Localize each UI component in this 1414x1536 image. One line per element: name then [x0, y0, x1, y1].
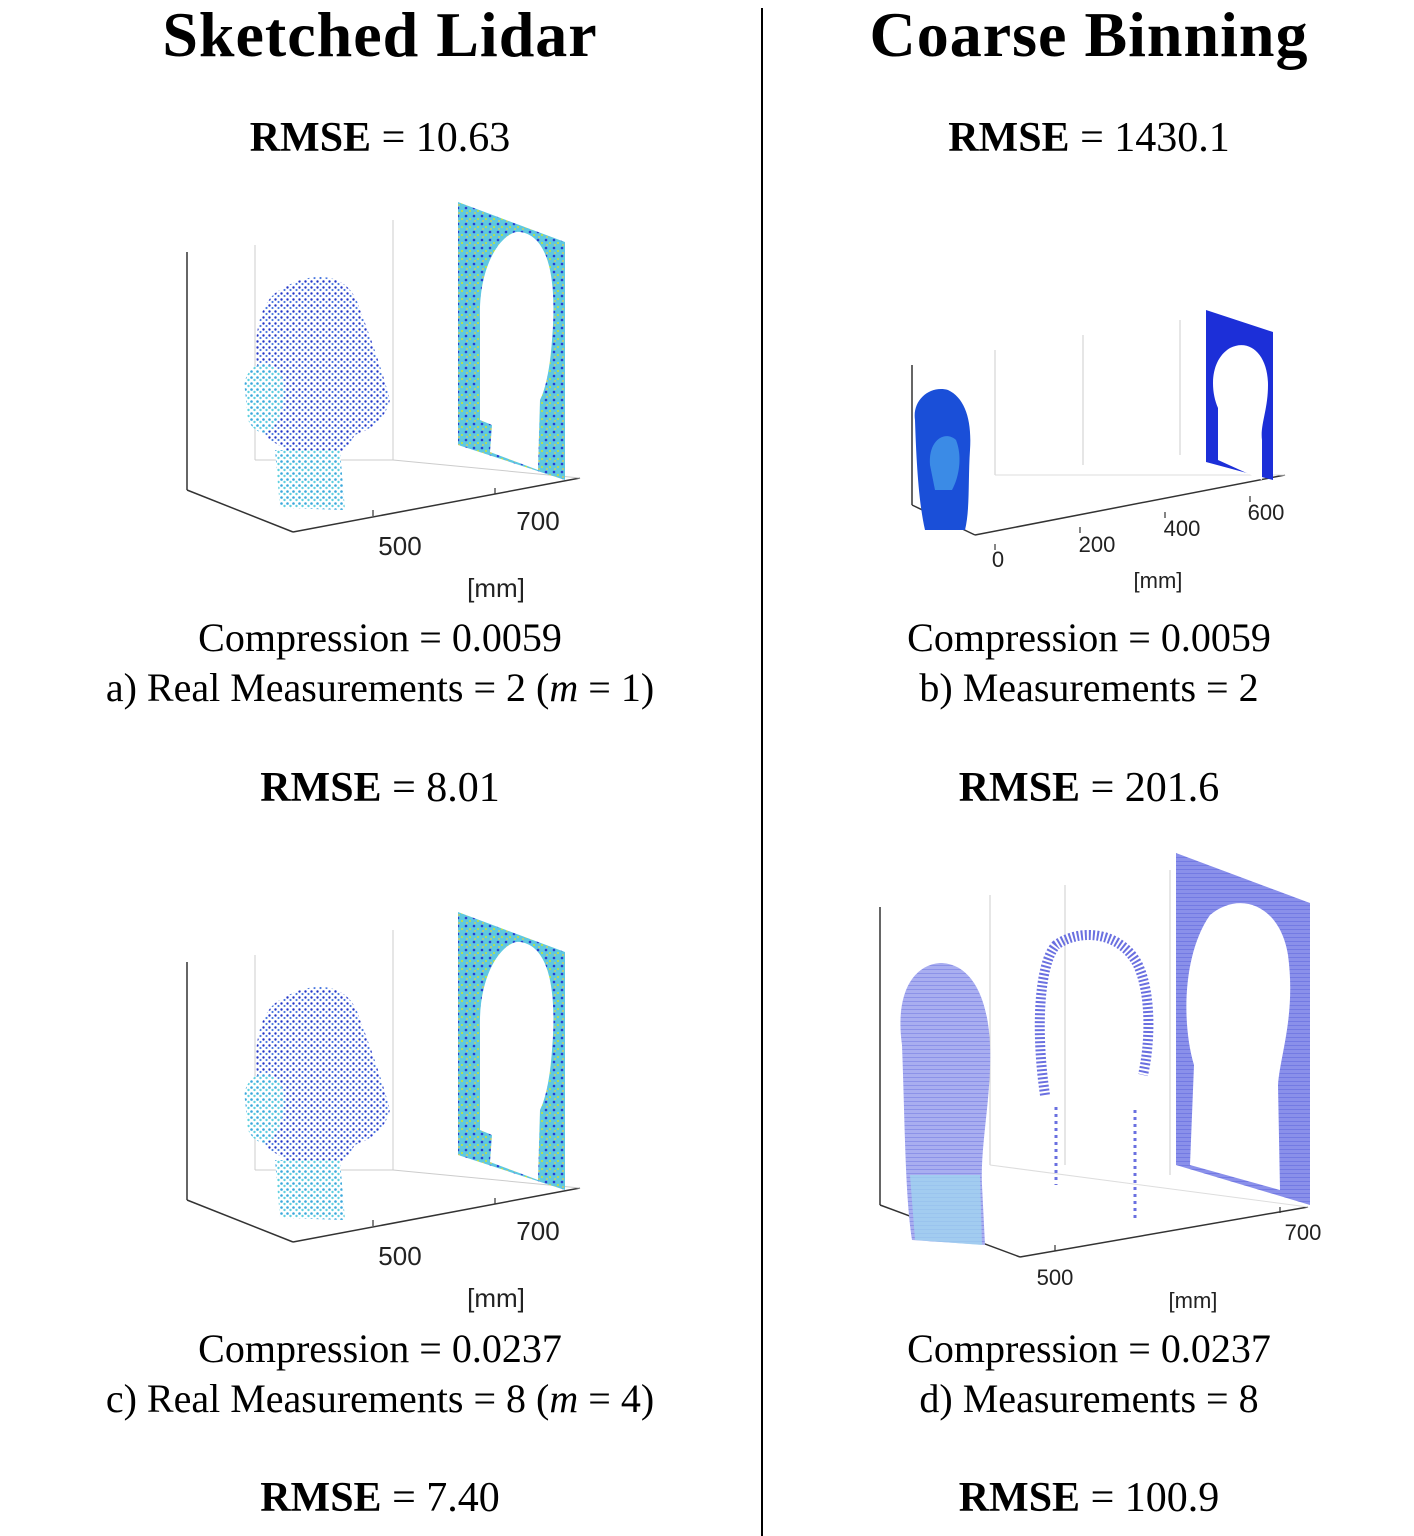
axis-unit-label: [mm] [467, 1283, 525, 1313]
rmse-value: 100.9 [1124, 1475, 1220, 1521]
measurements-caption-a: a) Real Measurements = 2 (m = 1) [105, 665, 655, 710]
pointcloud-plot-c: 500 700 [mm] [160, 900, 620, 1320]
axis-unit-label: [mm] [1134, 568, 1183, 593]
rmse-label: RMSE [260, 765, 382, 811]
rmse-bottom-left: RMSE = 7.40 [260, 1475, 500, 1521]
tick-label: 400 [1164, 516, 1201, 541]
caption-prefix: b) Measurements [919, 665, 1197, 710]
rmse-label: RMSE [958, 1475, 1081, 1521]
compression-value: 0.0237 [1160, 1326, 1271, 1371]
m-value: 4 [620, 1376, 641, 1421]
compression-label: Compression [907, 1326, 1119, 1371]
caption-prefix: d) Measurements [919, 1376, 1197, 1421]
rmse-panel-b: RMSE = 1430.1 [948, 115, 1230, 161]
compression-value: 0.0237 [451, 1326, 562, 1371]
column-divider [761, 8, 763, 1536]
measurements-caption-b: b) Measurements = 2 [919, 665, 1259, 710]
tick-label: 700 [1285, 1220, 1322, 1245]
tick-label: 700 [516, 506, 559, 536]
m-symbol: m [549, 665, 579, 710]
rmse-value: 8.01 [426, 765, 500, 811]
m-symbol: m [549, 1376, 579, 1421]
m-value: 1 [620, 665, 641, 710]
pointcloud-plot-d: 500 700 [mm] [860, 845, 1330, 1325]
compression-value: 0.0059 [451, 615, 562, 660]
pointcloud-plot-b: 0 200 400 600 [mm] [890, 290, 1310, 610]
rmse-label: RMSE [958, 765, 1081, 811]
compression-label: Compression [198, 615, 410, 660]
rmse-value: 7.40 [426, 1475, 500, 1521]
rmse-panel-d: RMSE = 201.6 [958, 765, 1220, 811]
rmse-panel-c: RMSE = 8.01 [260, 765, 500, 811]
tick-label: 700 [516, 1216, 559, 1246]
rmse-value: 10.63 [415, 115, 511, 161]
rmse-value: 1430.1 [1114, 115, 1230, 161]
caption-value: 2 [1238, 665, 1259, 710]
left-column-title: Sketched Lidar [162, 0, 598, 70]
compression-label: Compression [907, 615, 1119, 660]
compression-caption-b: Compression = 0.0059 [907, 615, 1271, 660]
tick-label: 500 [378, 531, 421, 561]
compression-caption-c: Compression = 0.0237 [198, 1326, 562, 1371]
caption-value: 2 [506, 665, 527, 710]
tick-label: 0 [992, 547, 1004, 572]
axis-unit-label: [mm] [1169, 1288, 1218, 1313]
tick-label: 600 [1248, 500, 1285, 525]
right-column-title: Coarse Binning [869, 0, 1309, 70]
rmse-label: RMSE [260, 1475, 382, 1521]
compression-caption-a: Compression = 0.0059 [198, 615, 562, 660]
compression-value: 0.0059 [1160, 615, 1271, 660]
pointcloud-plot-a: 500 700 [mm] [160, 190, 620, 610]
compression-caption-d: Compression = 0.0237 [907, 1326, 1271, 1371]
rmse-bottom-right: RMSE = 100.9 [958, 1475, 1220, 1521]
caption-prefix: c) Real Measurements [105, 1376, 464, 1421]
axis-unit-label: [mm] [467, 573, 525, 603]
caption-value: 8 [506, 1376, 527, 1421]
tick-label: 500 [378, 1241, 421, 1271]
tick-label: 500 [1037, 1265, 1074, 1290]
caption-prefix: a) Real Measurements [105, 665, 464, 710]
caption-value: 8 [1238, 1376, 1259, 1421]
compression-label: Compression [198, 1326, 410, 1371]
measurements-caption-c: c) Real Measurements = 8 (m = 4) [105, 1376, 655, 1421]
rmse-panel-a: RMSE = 10.63 [249, 115, 511, 161]
tick-label: 200 [1079, 532, 1116, 557]
rmse-label: RMSE [948, 115, 1070, 161]
rmse-label: RMSE [249, 115, 372, 161]
measurements-caption-d: d) Measurements = 8 [919, 1376, 1259, 1421]
rmse-value: 201.6 [1124, 765, 1220, 811]
